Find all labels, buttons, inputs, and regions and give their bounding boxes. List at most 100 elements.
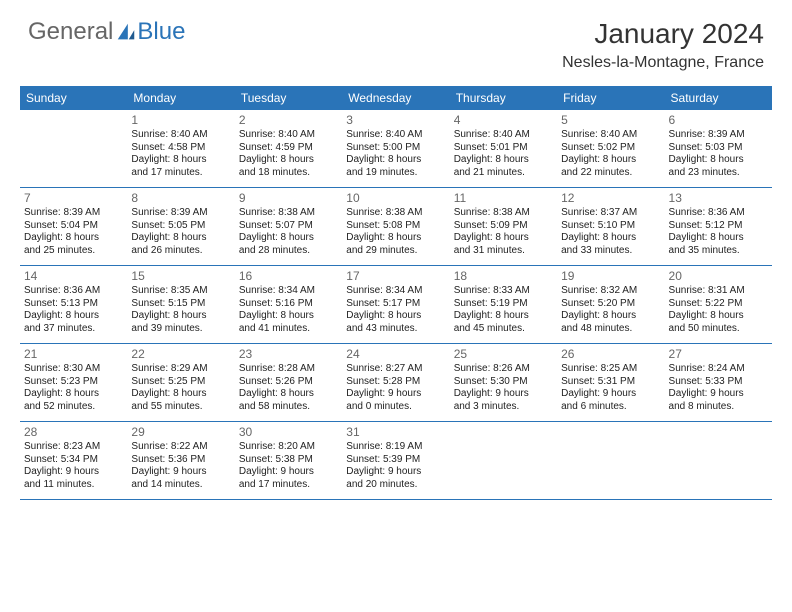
sunrise-line: Sunrise: 8:24 AM — [669, 363, 768, 376]
calendar-row: 21Sunrise: 8:30 AMSunset: 5:23 PM Dayligh… — [20, 344, 772, 422]
calendar-cell — [557, 422, 664, 500]
sunrise-line: Sunrise: 8:34 AM — [346, 285, 445, 298]
calendar-cell: 6Sunrise: 8:39 AMSunset: 5:03 PMDaylight… — [665, 110, 772, 188]
daylight-line-1: Daylight: 8 hours — [454, 310, 553, 323]
daylight-line-1: Daylight: 8 hours — [561, 310, 660, 323]
daylight-line-2: and 45 minutes. — [454, 323, 553, 336]
daylight-line-1: Daylight: 8 hours — [239, 310, 338, 323]
sunrise-line: Sunrise: 8:39 AM — [24, 207, 123, 220]
sunrise-line: Sunrise: 8:30 AM — [24, 363, 123, 376]
calendar-cell: 3Sunrise: 8:40 AMSunset: 5:00 PMDaylight… — [342, 110, 449, 188]
dayhdr-tue: Tuesday — [235, 86, 342, 110]
daylight-line-2: and 28 minutes. — [239, 245, 338, 258]
daylight-line-2: and 37 minutes. — [24, 323, 123, 336]
day-number: 25 — [454, 347, 553, 362]
day-number: 15 — [131, 269, 230, 284]
daylight-line-1: Daylight: 9 hours — [239, 466, 338, 479]
sunset-line: Sunset: 5:22 PM — [669, 298, 768, 311]
daylight-line-2: and 48 minutes. — [561, 323, 660, 336]
calendar-cell: 22Sunrise: 8:29 AMSunset: 5:25 PMDayligh… — [127, 344, 234, 422]
daylight-line-1: Daylight: 8 hours — [239, 388, 338, 401]
daylight-line-1: Daylight: 9 hours — [346, 388, 445, 401]
sunrise-line: Sunrise: 8:29 AM — [131, 363, 230, 376]
daylight-line-1: Daylight: 8 hours — [669, 310, 768, 323]
day-number: 12 — [561, 191, 660, 206]
sunset-line: Sunset: 5:03 PM — [669, 142, 768, 155]
sunset-line: Sunset: 5:28 PM — [346, 376, 445, 389]
logo-sail-icon — [115, 21, 137, 43]
daylight-line-2: and 39 minutes. — [131, 323, 230, 336]
calendar-cell — [665, 422, 772, 500]
day-number: 20 — [669, 269, 768, 284]
sunset-line: Sunset: 5:13 PM — [24, 298, 123, 311]
sunrise-line: Sunrise: 8:25 AM — [561, 363, 660, 376]
daylight-line-1: Daylight: 8 hours — [131, 388, 230, 401]
daylight-line-2: and 50 minutes. — [669, 323, 768, 336]
day-number: 30 — [239, 425, 338, 440]
calendar-cell: 24Sunrise: 8:27 AMSunset: 5:28 PMDayligh… — [342, 344, 449, 422]
daylight-line-1: Daylight: 8 hours — [239, 154, 338, 167]
day-number: 21 — [24, 347, 123, 362]
logo-text-general: General — [28, 18, 113, 46]
day-number: 3 — [346, 113, 445, 128]
calendar-cell: 18Sunrise: 8:33 AMSunset: 5:19 PMDayligh… — [450, 266, 557, 344]
daylight-line-2: and 19 minutes. — [346, 167, 445, 180]
calendar-cell: 10Sunrise: 8:38 AMSunset: 5:08 PMDayligh… — [342, 188, 449, 266]
sunrise-line: Sunrise: 8:38 AM — [346, 207, 445, 220]
sunset-line: Sunset: 5:08 PM — [346, 220, 445, 233]
sunrise-line: Sunrise: 8:38 AM — [454, 207, 553, 220]
daylight-line-1: Daylight: 8 hours — [669, 232, 768, 245]
calendar-cell: 25Sunrise: 8:26 AMSunset: 5:30 PMDayligh… — [450, 344, 557, 422]
sunset-line: Sunset: 5:34 PM — [24, 454, 123, 467]
calendar-cell: 1Sunrise: 8:40 AMSunset: 4:58 PMDaylight… — [127, 110, 234, 188]
sunset-line: Sunset: 5:23 PM — [24, 376, 123, 389]
calendar-cell — [20, 110, 127, 188]
daylight-line-2: and 41 minutes. — [239, 323, 338, 336]
dayhdr-fri: Friday — [557, 86, 664, 110]
sunset-line: Sunset: 5:10 PM — [561, 220, 660, 233]
sunrise-line: Sunrise: 8:34 AM — [239, 285, 338, 298]
calendar-cell: 27Sunrise: 8:24 AMSunset: 5:33 PMDayligh… — [665, 344, 772, 422]
daylight-line-2: and 14 minutes. — [131, 479, 230, 492]
daylight-line-1: Daylight: 8 hours — [454, 232, 553, 245]
calendar-cell: 16Sunrise: 8:34 AMSunset: 5:16 PMDayligh… — [235, 266, 342, 344]
daylight-line-2: and 43 minutes. — [346, 323, 445, 336]
day-number: 23 — [239, 347, 338, 362]
daylight-line-2: and 33 minutes. — [561, 245, 660, 258]
daylight-line-1: Daylight: 8 hours — [561, 232, 660, 245]
day-number: 24 — [346, 347, 445, 362]
calendar-cell: 8Sunrise: 8:39 AMSunset: 5:05 PMDaylight… — [127, 188, 234, 266]
calendar-cell: 21Sunrise: 8:30 AMSunset: 5:23 PMDayligh… — [20, 344, 127, 422]
sunset-line: Sunset: 5:16 PM — [239, 298, 338, 311]
dayhdr-mon: Monday — [127, 86, 234, 110]
sunset-line: Sunset: 5:38 PM — [239, 454, 338, 467]
day-number: 14 — [24, 269, 123, 284]
day-number: 13 — [669, 191, 768, 206]
daylight-line-1: Daylight: 8 hours — [669, 154, 768, 167]
sunset-line: Sunset: 5:17 PM — [346, 298, 445, 311]
sunset-line: Sunset: 5:20 PM — [561, 298, 660, 311]
calendar-cell: 19Sunrise: 8:32 AMSunset: 5:20 PMDayligh… — [557, 266, 664, 344]
daylight-line-1: Daylight: 9 hours — [561, 388, 660, 401]
daylight-line-2: and 3 minutes. — [454, 401, 553, 414]
logo-text-blue: Blue — [137, 18, 185, 46]
day-number: 18 — [454, 269, 553, 284]
calendar-row: 1Sunrise: 8:40 AMSunset: 4:58 PMDaylight… — [20, 110, 772, 188]
day-number: 11 — [454, 191, 553, 206]
title-block: January 2024 Nesles-la-Montagne, France — [562, 18, 764, 72]
sunrise-line: Sunrise: 8:40 AM — [561, 129, 660, 142]
sunset-line: Sunset: 5:01 PM — [454, 142, 553, 155]
sunrise-line: Sunrise: 8:26 AM — [454, 363, 553, 376]
calendar-cell: 4Sunrise: 8:40 AMSunset: 5:01 PMDaylight… — [450, 110, 557, 188]
sunrise-line: Sunrise: 8:37 AM — [561, 207, 660, 220]
calendar-table: Sunday Monday Tuesday Wednesday Thursday… — [20, 86, 772, 500]
daylight-line-1: Daylight: 8 hours — [131, 154, 230, 167]
day-number: 9 — [239, 191, 338, 206]
daylight-line-2: and 35 minutes. — [669, 245, 768, 258]
calendar-cell: 30Sunrise: 8:20 AMSunset: 5:38 PMDayligh… — [235, 422, 342, 500]
sunrise-line: Sunrise: 8:23 AM — [24, 441, 123, 454]
sunset-line: Sunset: 5:09 PM — [454, 220, 553, 233]
logo: General Blue — [28, 18, 185, 46]
daylight-line-2: and 31 minutes. — [454, 245, 553, 258]
daylight-line-1: Daylight: 9 hours — [346, 466, 445, 479]
